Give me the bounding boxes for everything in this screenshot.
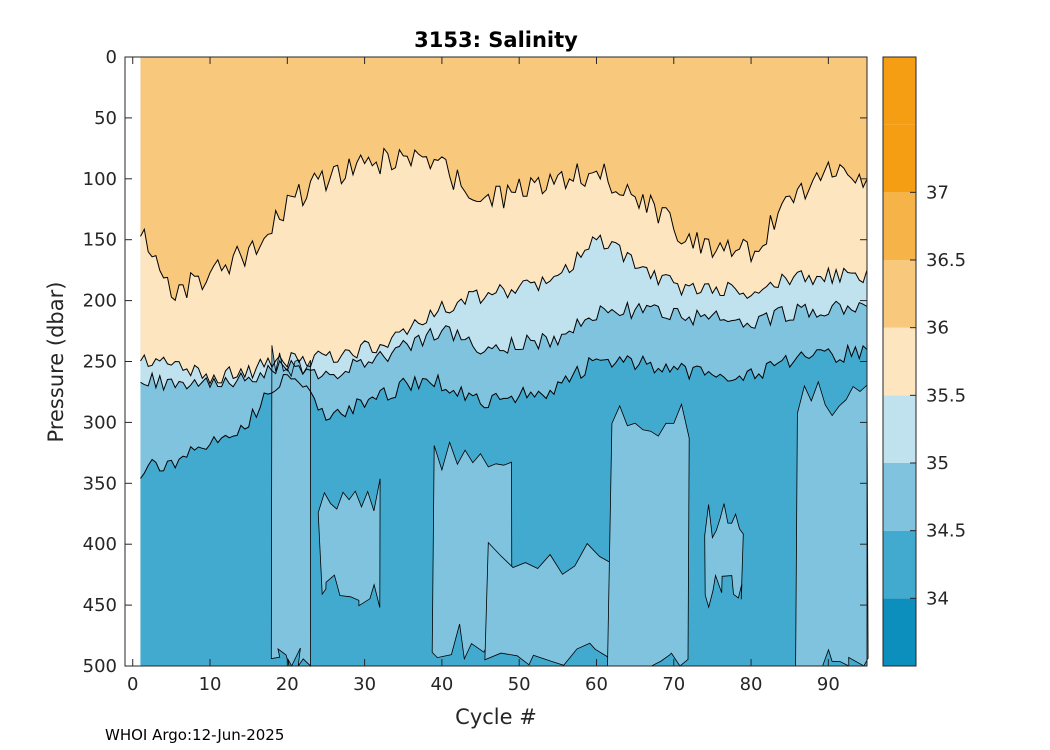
- chart-title: 3153: Salinity: [414, 28, 578, 52]
- fresh-patch-1: [270, 345, 312, 667]
- x-tick-label: 90: [817, 674, 840, 695]
- colorbar-tick-label: 35.5: [926, 385, 966, 406]
- fresh-patch-5: [607, 402, 690, 667]
- x-axis-title: Cycle #: [455, 705, 537, 729]
- plot-area: [124, 56, 869, 667]
- colorbar-segment-35.5-36: [883, 327, 916, 396]
- y-tick-label: 250: [83, 352, 117, 373]
- isohaline-34.5: [140, 343, 868, 479]
- fresh-patch-2: [317, 478, 381, 608]
- colorbar-tick-label: 37: [926, 182, 949, 203]
- colorbar-segment-34.5-35: [883, 463, 916, 531]
- colorbar-segment-35-35.5: [883, 395, 916, 463]
- x-axis: 0 10 20 30 40 50 60 70 80 90: [127, 57, 840, 695]
- salinity-band-34.5-35.0: [140, 301, 867, 479]
- x-tick-label: 40: [430, 674, 453, 695]
- colorbar-tick-label: 35: [926, 453, 949, 474]
- y-axis: 0 50 100 150 200 250 300 350 400 450 500: [83, 47, 867, 677]
- colorbar: 34 34.5 35 35.5 36 36.5 37: [882, 56, 966, 667]
- isohaline-35.5: [140, 234, 868, 385]
- y-tick-label: 450: [83, 595, 117, 616]
- colorbar-segment-34-34.5: [883, 530, 916, 599]
- colorbar-segment-36-36.5: [883, 260, 916, 328]
- x-tick-label: 0: [127, 674, 138, 695]
- y-tick-label: 0: [106, 47, 117, 68]
- y-tick-label: 300: [83, 412, 117, 433]
- isohaline-35: [140, 300, 868, 392]
- x-tick-label: 30: [353, 674, 376, 695]
- fresh-patch-7: [795, 380, 869, 667]
- x-tick-label: 50: [508, 674, 531, 695]
- fresh-patch-6: [704, 503, 744, 609]
- fresh-patch-4: [484, 541, 613, 666]
- colorbar-tick-label: 36: [926, 318, 949, 339]
- x-tick-label: 10: [199, 674, 222, 695]
- y-tick-label: 50: [94, 108, 117, 129]
- y-tick-label: 200: [83, 291, 117, 312]
- salinity-band-35.0-35.5: [140, 235, 867, 390]
- x-tick-label: 20: [276, 674, 299, 695]
- y-tick-label: 500: [83, 656, 117, 677]
- footer-credit: WHOI Argo:12-Jun-2025: [105, 726, 284, 744]
- x-tick-label: 60: [585, 674, 608, 695]
- y-tick-label: 100: [83, 169, 117, 190]
- y-tick-label: 150: [83, 230, 117, 251]
- y-axis-title: Pressure (dbar): [44, 282, 68, 443]
- colorbar-segment-37-37.5: [883, 124, 916, 193]
- x-tick-label: 70: [662, 674, 685, 695]
- colorbar-segment-36.5-37: [883, 192, 916, 260]
- colorbar-segment-37.5-38: [883, 57, 916, 125]
- colorbar-tick-label: 34.5: [926, 521, 966, 542]
- salinity-band-35.5-36.0: [140, 148, 867, 384]
- x-tick-label: 80: [740, 674, 763, 695]
- y-tick-label: 350: [83, 473, 117, 494]
- salinity-band-36.0-36.5: [140, 57, 867, 301]
- colorbar-tick-label: 34: [926, 588, 949, 609]
- y-tick-label: 400: [83, 534, 117, 555]
- colorbar-segment-33.5-34: [883, 598, 916, 666]
- colorbar-frame: [882, 56, 917, 667]
- colorbar-tick-label: 36.5: [926, 250, 966, 271]
- isohaline-36: [140, 147, 868, 302]
